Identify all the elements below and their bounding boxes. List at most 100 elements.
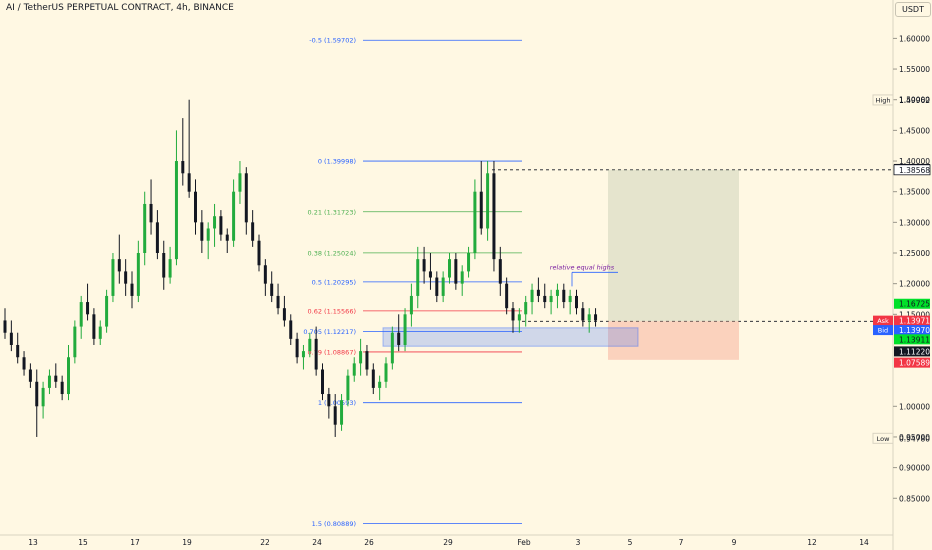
candle-body [60,381,64,395]
candle-body [200,222,204,241]
y-tick-label: 1.60000 [899,34,930,43]
candle-body [54,375,58,382]
candles [3,99,598,437]
candle-body [441,277,445,296]
candle-body [562,289,566,303]
price-axis[interactable]: 1.60000 1.55000 1.50000 1.45000 1.40000 1.350… [893,34,930,503]
y-tick-label: 1.55000 [899,65,930,74]
candle-body [340,400,344,425]
candle-body [549,295,553,303]
grid-layer [492,169,893,322]
candle-body [505,283,509,309]
candle-body [270,283,274,296]
candle-body [9,332,13,345]
candle-body [371,369,375,388]
position-zones[interactable] [382,169,739,360]
fib-level-label: 1 (1.00593) [318,399,356,407]
candle-body [435,277,439,296]
candle-body [524,302,528,315]
x-tick-label: 29 [443,538,453,547]
candle-body [47,375,51,388]
x-tick-label: 5 [628,538,633,547]
x-tick-label: 14 [859,538,869,547]
candle-body [409,295,413,315]
price-label-value: 1.49962 [899,96,930,105]
candle-body [206,228,210,241]
candle-body [473,191,477,254]
candle-body [301,351,305,358]
currency-button[interactable]: USDT [895,2,931,17]
y-tick-label: 1.20000 [899,280,930,289]
fib-level-label: 0.79 (1.08867) [308,348,357,356]
y-tick-label: 1.35000 [899,188,930,197]
candle-body [136,253,140,296]
candle-body [397,332,401,345]
price-label-tag: Low [877,435,890,443]
x-tick-label: Feb [517,538,531,547]
price-label-value: 0.94780 [899,434,930,443]
candle-body [124,271,128,284]
candle-body [467,253,471,272]
candle-body [460,271,464,284]
price-label: Ask 1.13971 [873,315,930,326]
fibonacci-retracement[interactable]: -0.5 (1.59702) 0 (1.39998) 0.21 (1.31723) 0… [303,37,522,528]
candle-body [35,381,39,407]
price-label: Low 0.94780 [872,432,930,444]
time-axis[interactable]: 13 15 17 19 22 24 26 29 Feb 3 5 7 9 12 14 [28,538,869,547]
price-label-bg [894,315,930,326]
fib-level-label: 0.38 (1.25024) [308,249,357,257]
candle-body [16,344,20,358]
price-label: 1.07589 [894,357,930,368]
candle-body [98,326,102,339]
candle-body [155,222,159,254]
price-label: Bid 1.13970 [873,325,930,336]
price-label-bg [894,334,930,345]
price-label-tag-bg [872,94,894,106]
equal-highs-label: relative equal highs [550,263,615,271]
candle-body [416,259,420,296]
candle-body [403,314,407,345]
x-tick-label: 22 [260,538,270,547]
fib-level-label: 0.705 (1.12217) [303,328,356,336]
candle-body [174,161,178,260]
chart-title: AI / TetherUS PERPETUAL CONTRACT, 4h, BI… [6,3,234,13]
candle-body [530,289,534,303]
fib-level-label: 0.21 (1.31723) [308,208,357,216]
x-tick-label: 15 [78,538,88,547]
fib-level-label: 0 (1.39998) [318,158,356,166]
price-label-tag: High [876,96,891,104]
candle-body [479,191,483,229]
candle-body [333,406,337,425]
candle-body [536,289,540,296]
candle-body [79,302,83,327]
price-labels: High1.499621.387091.385681.167251.14034A… [872,94,931,444]
x-tick-label: 13 [28,538,38,547]
candle-body [295,338,299,358]
candle-body [511,308,515,321]
x-tick-label: 3 [576,538,581,547]
candle-body [149,203,153,223]
candle-body [486,173,490,229]
candle-body [232,191,236,241]
candle-body [492,173,496,260]
candle-body [213,216,217,229]
candle-body [3,320,7,333]
fib-level-label: 0.62 (1.15566) [308,307,357,315]
candle-body [105,295,109,327]
candle-body [543,295,547,303]
candle-body [73,326,77,358]
x-tick-label: 9 [732,538,737,547]
candle-body [130,283,134,296]
candle-body [575,295,578,309]
y-tick-label: 1.45000 [899,126,930,135]
y-tick-label: 1.00000 [899,402,930,411]
price-label-tag: Ask [877,317,889,325]
price-label-bg [894,357,930,368]
candle-body [117,259,121,272]
y-tick-label: 1.50000 [899,96,930,105]
fib-level-label: 0.5 (1.20295) [312,278,356,286]
fib-level-label: -0.5 (1.59702) [309,37,356,45]
candle-body [219,216,223,235]
candle-body [86,302,90,315]
